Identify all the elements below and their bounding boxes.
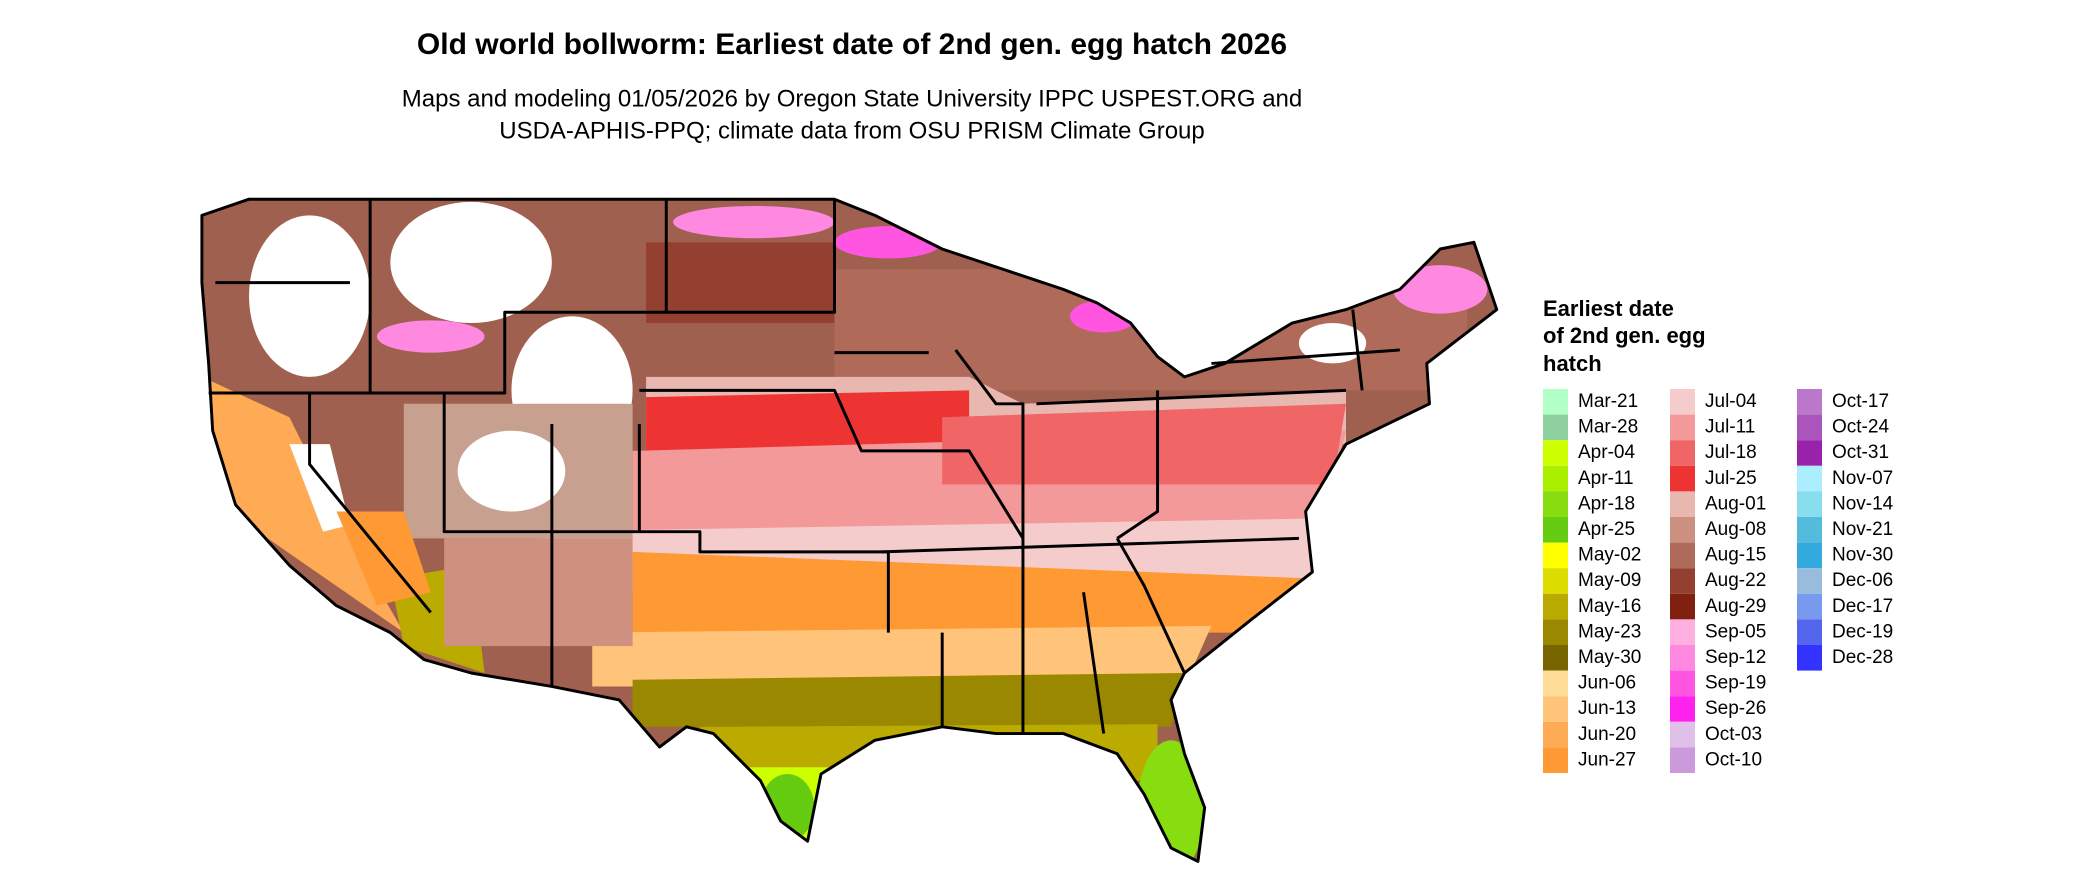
legend-label: Aug-01	[1705, 493, 1766, 514]
legend-swatch	[1543, 619, 1568, 645]
legend-label: Dec-06	[1832, 570, 1893, 591]
legend-swatch	[1543, 491, 1568, 517]
legend-swatch	[1797, 619, 1822, 645]
legend-swatch	[1797, 517, 1822, 543]
legend-swatch	[1670, 440, 1695, 466]
legend-label: Jun-27	[1578, 749, 1636, 770]
legend-label: Jun-20	[1578, 724, 1636, 745]
legend-label: Sep-19	[1705, 673, 1766, 694]
legend-swatch	[1543, 696, 1568, 722]
legend-swatch	[1543, 593, 1568, 620]
legend-swatch	[1797, 593, 1822, 620]
legend-label: Sep-05	[1705, 621, 1766, 642]
subtitle-line: Maps and modeling 01/05/2026 by Oregon S…	[402, 85, 1302, 112]
legend-label: Aug-29	[1705, 596, 1766, 617]
legend-label: May-16	[1578, 596, 1641, 617]
legend-label: Oct-24	[1832, 417, 1889, 438]
legend-swatch	[1670, 747, 1695, 773]
legend-swatch	[1543, 670, 1568, 697]
legend-label: Nov-21	[1832, 519, 1893, 540]
legend-swatch	[1797, 645, 1822, 671]
legend-label: Sep-12	[1705, 647, 1766, 668]
legend-swatch	[1543, 517, 1568, 543]
legend-label: Jun-13	[1578, 698, 1636, 719]
legend-label: Jul-04	[1705, 391, 1757, 412]
legend-label: Sep-26	[1705, 698, 1766, 719]
legend-swatch	[1670, 389, 1695, 415]
legend-label: Dec-28	[1832, 647, 1893, 668]
legend-label: May-09	[1578, 570, 1641, 591]
legend-label: Oct-17	[1832, 391, 1889, 412]
legend-swatch	[1543, 645, 1568, 671]
legend-swatch	[1797, 414, 1822, 441]
legend-label: Apr-11	[1578, 468, 1634, 489]
legend-swatch	[1543, 542, 1568, 569]
legend-swatch	[1797, 568, 1822, 594]
legend-swatch	[1797, 465, 1822, 492]
legend-swatch	[1670, 619, 1695, 645]
legend-label: Apr-18	[1578, 493, 1635, 514]
legend-label: Aug-22	[1705, 570, 1766, 591]
legend-label: Aug-15	[1705, 545, 1766, 566]
legend-label: Dec-19	[1832, 621, 1893, 642]
legend-label: Mar-28	[1578, 417, 1638, 438]
legend-label: Jul-25	[1705, 468, 1757, 489]
legend-swatch	[1797, 440, 1822, 466]
legend-label: Oct-31	[1832, 442, 1889, 463]
legend-swatch	[1543, 465, 1568, 492]
legend: Mar-21 Mar-28 Apr-04 Apr-11 Apr-18 Apr-25 May-…	[1543, 389, 1894, 773]
legend-label: Aug-08	[1705, 519, 1766, 540]
subtitle-line: USDA-APHIS-PPQ; climate data from OSU PR…	[499, 117, 1205, 144]
legend-label: Apr-04	[1578, 442, 1635, 463]
legend-label: Apr-25	[1578, 519, 1635, 540]
legend-label: Mar-21	[1578, 391, 1638, 412]
legend-swatch	[1670, 593, 1695, 620]
legend-label: Nov-14	[1832, 493, 1894, 514]
legend-label: Oct-03	[1705, 724, 1762, 745]
legend-swatch	[1543, 440, 1568, 466]
map	[200, 197, 1499, 863]
legend-label: Dec-17	[1832, 596, 1893, 617]
legend-label: Oct-10	[1705, 749, 1762, 770]
legend-title: of 2nd gen. egg	[1543, 323, 1706, 348]
legend-label: May-30	[1578, 647, 1641, 668]
legend-swatch	[1670, 517, 1695, 543]
legend-label: Jul-18	[1705, 442, 1757, 463]
legend-swatch	[1670, 721, 1695, 748]
state-borders	[200, 197, 1499, 863]
legend-swatch	[1670, 568, 1695, 594]
legend-label: Nov-07	[1832, 468, 1893, 489]
legend-swatch	[1543, 414, 1568, 441]
legend-title: hatch	[1543, 351, 1602, 376]
legend-swatch	[1670, 465, 1695, 492]
legend-swatch	[1543, 568, 1568, 594]
legend-title: Earliest date	[1543, 296, 1674, 321]
legend-swatch	[1670, 542, 1695, 569]
legend-swatch	[1543, 747, 1568, 773]
legend-label: Nov-30	[1832, 545, 1893, 566]
legend-label: Jul-11	[1705, 417, 1755, 438]
legend-swatch	[1543, 389, 1568, 415]
legend-swatch	[1670, 491, 1695, 517]
legend-label: Jun-06	[1578, 673, 1636, 694]
legend-swatch	[1797, 389, 1822, 415]
legend-label: May-23	[1578, 621, 1641, 642]
legend-swatch	[1797, 491, 1822, 517]
legend-swatch	[1670, 645, 1695, 671]
legend-swatch	[1543, 721, 1568, 748]
legend-swatch	[1670, 696, 1695, 722]
legend-swatch	[1797, 542, 1822, 569]
map-title: Old world bollworm: Earliest date of 2nd…	[417, 28, 1287, 61]
legend-swatch	[1670, 414, 1695, 441]
legend-label: May-02	[1578, 545, 1641, 566]
legend-swatch	[1670, 670, 1695, 697]
